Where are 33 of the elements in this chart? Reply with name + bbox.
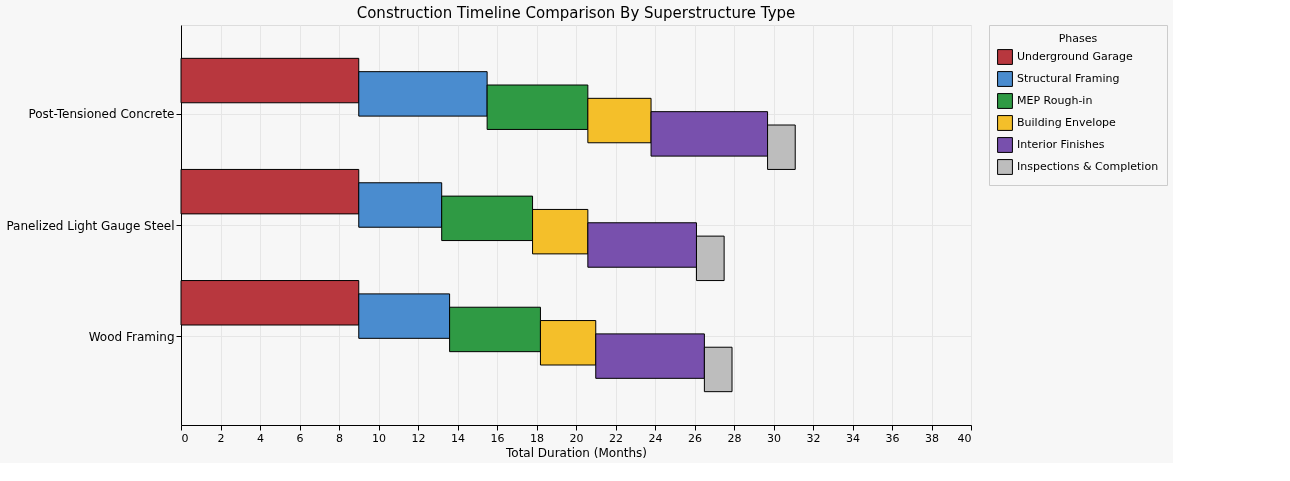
x-axis-title: Total Duration (Months) [505,445,647,460]
x-tick-label: 36 [885,431,900,445]
x-tick-label: 12 [411,431,426,445]
x-tick-label: 24 [648,431,663,445]
legend-label: Structural Framing [1017,72,1120,85]
y-tick-label: Wood Framing [88,329,175,344]
x-tick-label: 40 [957,431,972,445]
x-tick-label: 28 [727,431,742,445]
x-tick-label: 34 [846,431,860,445]
chart-title: Construction Timeline Comparison By Superstructure Type [356,3,796,22]
legend-label: Building Envelope [1017,116,1117,129]
x-tick-label: 6 [296,431,304,445]
x-tick-label: 10 [372,431,386,445]
x-tick-label: 26 [688,431,702,445]
x-tick-label: 2 [217,431,225,445]
x-tick-label: 22 [609,431,623,445]
y-tick-label: Post-Tensioned Concrete [28,107,175,122]
x-tick-label: 18 [530,431,544,445]
x-tick-label: 0 [181,431,189,445]
y-tick-label: Panelized Light Gauge Steel [6,218,175,233]
x-tick-label: 16 [490,431,505,445]
x-tick-label: 8 [336,431,343,445]
x-tick-label: 20 [569,431,584,445]
x-tick-label: 4 [257,431,264,445]
x-tick-label: 32 [806,431,821,445]
legend-label: MEP Rough-in [1017,94,1093,107]
x-tick-label: 38 [925,431,939,445]
x-tick-label: 30 [767,431,781,445]
legend-label: Underground Garage [1017,50,1134,63]
x-tick-label: 14 [451,431,465,445]
legend-label: Inspections & Completion [1017,160,1159,173]
legend-label: Interior Finishes [1017,138,1105,151]
legend-title: Phases [1058,32,1098,45]
